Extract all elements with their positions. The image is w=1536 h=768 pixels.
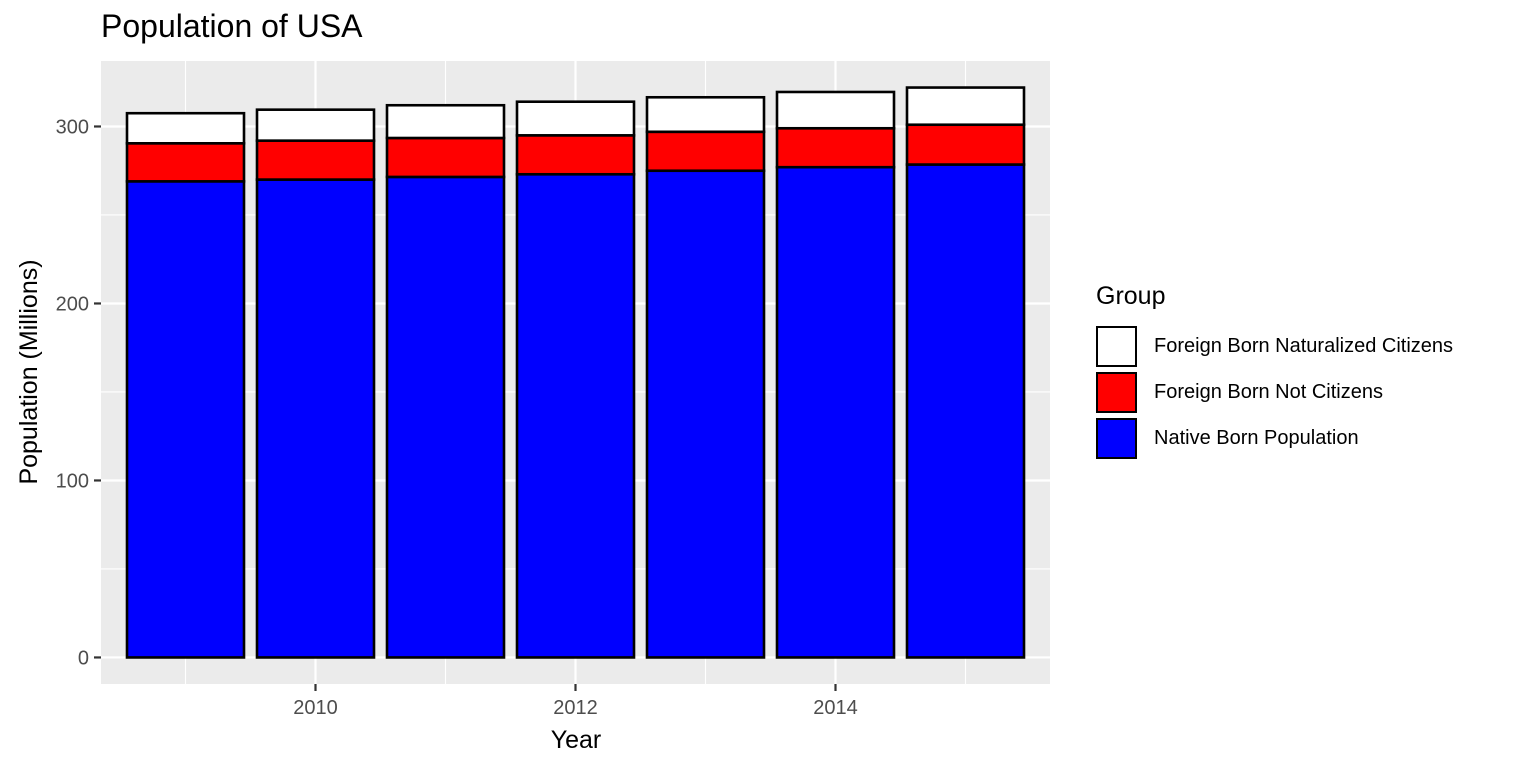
bar-foreign-born-not-citizens-2014	[775, 126, 896, 169]
bar-native-born-population-2009	[125, 180, 246, 659]
bar-native-born-population-2014	[775, 165, 896, 659]
bar-foreign-born-naturalized-citizens-2015	[905, 86, 1026, 127]
bars	[125, 86, 1026, 659]
legend-item-foreign-born-not-citizens: Foreign Born Not Citizens	[1096, 369, 1453, 415]
bar-foreign-born-naturalized-citizens-2011	[385, 103, 506, 140]
y-axis: 0 100 200 300	[56, 116, 101, 669]
legend-items: Foreign Born Naturalized Citizens Foreign…	[1096, 323, 1453, 461]
legend-key-foreign-born-naturalized-citizens	[1096, 325, 1137, 367]
x-axis: 2010 2012 2014	[293, 684, 858, 719]
bar-native-born-population-2011	[385, 175, 506, 659]
legend-item-native-born-population: Native Born Population	[1096, 415, 1453, 461]
bar-native-born-population-2015	[905, 163, 1026, 659]
bar-foreign-born-not-citizens-2012	[515, 134, 636, 176]
legend-key-foreign-born-not-citizens	[1096, 371, 1137, 413]
y-tick-label: 300	[56, 116, 89, 138]
bar-foreign-born-naturalized-citizens-2014	[775, 90, 896, 130]
bar-foreign-born-not-citizens-2015	[905, 123, 1026, 166]
bar-foreign-born-not-citizens-2009	[125, 141, 246, 183]
y-tick-label: 200	[56, 293, 89, 315]
legend-label: Native Born Population	[1154, 426, 1359, 449]
bar-foreign-born-naturalized-citizens-2012	[515, 100, 636, 137]
x-tick-label: 2010	[293, 697, 338, 719]
x-axis-label: Year	[551, 726, 602, 754]
bar-native-born-population-2012	[515, 172, 636, 659]
x-tick-label: 2012	[553, 697, 598, 719]
bar-foreign-born-naturalized-citizens-2009	[125, 111, 246, 145]
legend-title: Group	[1096, 282, 1166, 310]
legend-key-native-born-population	[1096, 417, 1137, 459]
bar-foreign-born-not-citizens-2010	[255, 139, 376, 181]
x-tick-label: 2014	[813, 697, 858, 719]
bar-foreign-born-not-citizens-2013	[645, 130, 766, 173]
bar-foreign-born-naturalized-citizens-2013	[645, 95, 766, 134]
y-axis-label: Population (Millions)	[15, 259, 43, 484]
y-tick-label: 100	[56, 470, 89, 492]
bar-foreign-born-not-citizens-2011	[385, 136, 506, 179]
bar-foreign-born-naturalized-citizens-2010	[255, 108, 376, 142]
y-tick-label: 0	[78, 647, 89, 669]
legend-label: Foreign Born Naturalized Citizens	[1154, 334, 1454, 357]
legend: Group Foreign Born Naturalized Citizens F…	[1096, 282, 1453, 461]
chart-title: Population of USA	[101, 8, 363, 44]
bar-native-born-population-2013	[645, 169, 766, 659]
bar-native-born-population-2010	[255, 178, 376, 659]
legend-item-foreign-born-naturalized-citizens: Foreign Born Naturalized Citizens	[1096, 323, 1453, 369]
legend-label: Foreign Born Not Citizens	[1154, 380, 1383, 403]
